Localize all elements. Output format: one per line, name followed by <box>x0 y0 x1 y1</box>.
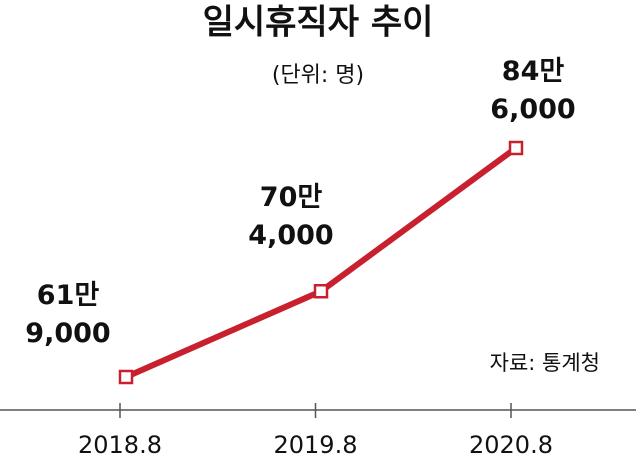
value-label: 61만 9,000 <box>25 280 111 349</box>
value-label: 84만 6,000 <box>490 56 576 125</box>
source-note: 자료: 통계청 <box>490 351 600 375</box>
x-tick-label: 2018.8 <box>78 431 162 459</box>
value-label: 70만 4,000 <box>248 182 334 252</box>
x-tick-label: 2019.8 <box>274 431 358 459</box>
point-marker <box>313 284 329 299</box>
x-tick-label: 2020.8 <box>469 431 553 459</box>
chart-subtitle: (단위: 명) <box>272 63 364 88</box>
point-marker <box>508 140 524 156</box>
point-marker <box>118 369 134 385</box>
chart-title: 일시휴직자 추이 <box>203 3 434 43</box>
